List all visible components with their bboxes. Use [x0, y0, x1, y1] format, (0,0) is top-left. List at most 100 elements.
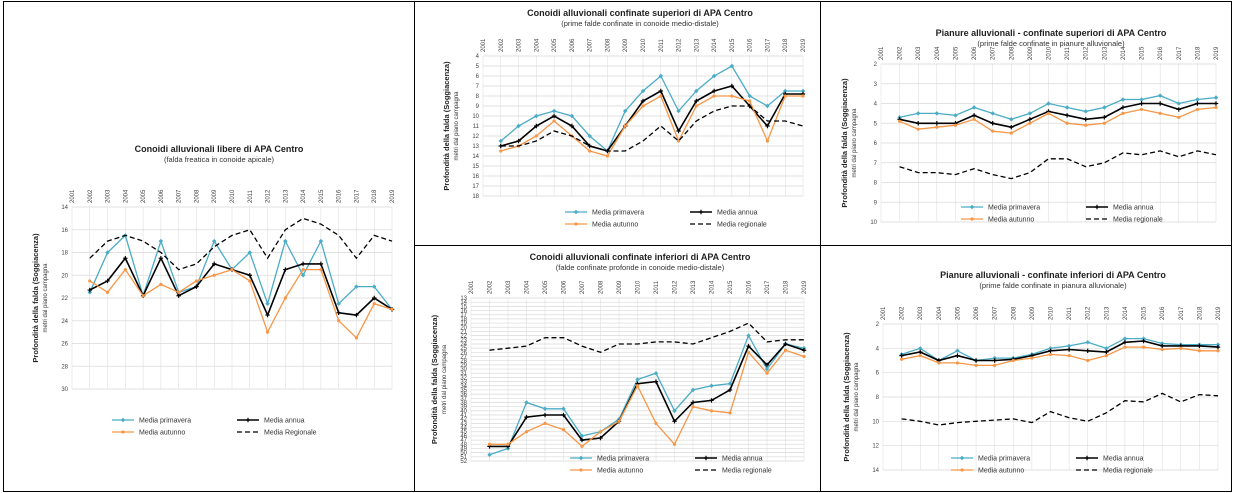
chart-title: Pianure alluvionali - confinate superior…: [936, 28, 1167, 38]
data-point: [372, 302, 376, 306]
data-point: [934, 111, 940, 116]
data-point: [598, 435, 603, 441]
x-tick-label: 2019: [1216, 306, 1222, 320]
data-point: [605, 154, 610, 158]
legend-marker: [970, 217, 974, 221]
data-point: [579, 433, 585, 439]
x-tick-label: 2014: [1121, 46, 1127, 60]
y-tick-label: 36: [460, 392, 467, 398]
y-tick-label: 37: [460, 396, 467, 402]
y-tick-label: 43: [460, 421, 467, 427]
data-point: [579, 437, 585, 443]
x-tick-label: 2001: [70, 189, 76, 203]
data-point: [694, 104, 698, 108]
y-tick-label: 49: [460, 446, 467, 452]
x-tick-label: 2012: [1086, 306, 1092, 320]
legend-label: Media annua: [722, 456, 763, 463]
data-point: [265, 330, 270, 334]
series-line: [500, 105, 804, 152]
data-point: [1157, 93, 1163, 98]
data-point: [283, 296, 287, 300]
series-primavera: [498, 63, 806, 154]
x-tick-label: 2012: [266, 189, 272, 203]
y-tick-label: 7: [874, 161, 878, 167]
data-point: [955, 361, 960, 365]
data-point: [1046, 111, 1051, 115]
data-point: [898, 119, 902, 123]
x-tick-label: 2001: [481, 38, 487, 52]
legend-label: Media primavera: [978, 456, 1030, 463]
y-tick-label: 20: [460, 325, 467, 331]
data-point: [487, 442, 492, 446]
x-tick-label: 2018: [783, 38, 789, 52]
series-line: [899, 106, 1217, 134]
legend: Media primavera Media annua Media autunno M…: [565, 210, 767, 229]
x-tick-label: 2004: [534, 38, 540, 52]
data-point: [194, 279, 199, 283]
legend-label: Media Regionale: [264, 430, 317, 437]
data-point: [690, 400, 696, 405]
y-tick-label: 31: [460, 371, 467, 377]
data-point: [1157, 101, 1163, 106]
chart-subtitle: (falde confinate profonde in conoide med…: [556, 263, 725, 272]
x-tick-label: 2011: [1067, 306, 1073, 320]
y-tick-label: 8: [476, 94, 480, 100]
y-tick-label: 45: [460, 430, 467, 436]
data-point: [1158, 111, 1162, 115]
data-point: [709, 383, 714, 389]
y-tick-label: 12: [872, 444, 879, 450]
data-point: [658, 88, 663, 94]
data-point: [158, 238, 164, 244]
series-regionale: [901, 392, 1219, 426]
x-tick-label: 2019: [802, 280, 808, 294]
x-tick-label: 2003: [916, 46, 922, 60]
x-tick-label: 2013: [691, 280, 697, 294]
data-point: [598, 430, 603, 434]
data-point: [212, 261, 217, 267]
y-tick-label: 4: [874, 102, 878, 108]
x-tick-label: 2018: [372, 189, 378, 203]
data-point: [727, 387, 733, 393]
x-tick-label: 2009: [617, 280, 623, 294]
data-point: [711, 88, 717, 94]
data-point: [542, 412, 548, 418]
series-line: [489, 343, 805, 448]
x-tick-label: 2013: [283, 189, 289, 203]
data-point: [487, 452, 492, 457]
legend-marker: [121, 430, 125, 434]
x-tick-label: 2007: [177, 189, 183, 203]
x-tick-label: 2004: [123, 189, 129, 203]
data-point: [900, 357, 904, 361]
legend: Media primavera Media annua Media autunno M…: [961, 205, 1163, 224]
legend: Media primavera Media annua Media autunno M…: [951, 456, 1153, 475]
data-point: [247, 273, 252, 278]
x-tick-label: 2019: [1214, 46, 1220, 60]
x-tick-label: 2004: [937, 306, 943, 320]
data-point: [971, 105, 977, 110]
data-point: [1215, 342, 1221, 347]
data-point: [746, 350, 751, 354]
data-point: [1179, 346, 1183, 350]
legend-label: Media primavera: [988, 205, 1040, 212]
chart-title: Conoidi alluvionali libere di APA Centro: [135, 144, 304, 154]
x-tick-label: 2013: [694, 38, 700, 52]
data-point: [676, 139, 681, 143]
chart-title: Conoidi alluvionali confinate inferiori …: [530, 252, 751, 262]
data-point: [1195, 107, 1199, 112]
x-tick-label: 2010: [1049, 306, 1055, 320]
data-point: [569, 123, 575, 129]
y-tick-label: 14: [472, 154, 479, 160]
series-regionale: [899, 150, 1217, 180]
x-tick-label: 2014: [710, 280, 716, 294]
series-line: [89, 234, 393, 310]
y-tick-label: 16: [61, 228, 68, 234]
data-point: [990, 121, 995, 126]
data-point: [524, 414, 529, 420]
data-point: [543, 421, 547, 425]
x-tick-label: 2016: [748, 38, 754, 52]
series-autunno: [499, 94, 805, 158]
data-point: [1104, 349, 1109, 355]
y-tick-label: 23: [460, 338, 467, 344]
data-point: [916, 121, 921, 126]
legend-marker: [578, 455, 584, 461]
